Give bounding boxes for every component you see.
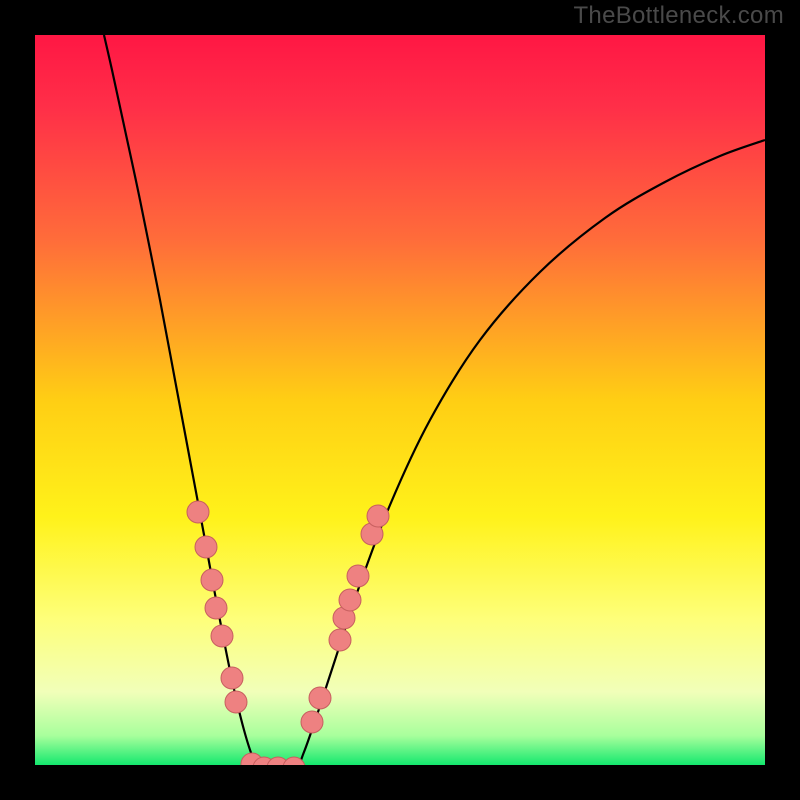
data-point	[221, 667, 243, 689]
data-point	[201, 569, 223, 591]
data-point	[225, 691, 247, 713]
data-point	[367, 505, 389, 527]
data-point	[211, 625, 233, 647]
data-point	[339, 589, 361, 611]
chart-container: TheBottleneck.com	[0, 0, 800, 800]
watermark-text: TheBottleneck.com	[573, 2, 784, 30]
data-point	[309, 687, 331, 709]
data-point	[195, 536, 217, 558]
data-point	[205, 597, 227, 619]
data-point	[329, 629, 351, 651]
data-point	[187, 501, 209, 523]
bottleneck-chart	[0, 0, 800, 800]
gradient-background	[35, 35, 765, 765]
data-point	[301, 711, 323, 733]
data-point	[347, 565, 369, 587]
